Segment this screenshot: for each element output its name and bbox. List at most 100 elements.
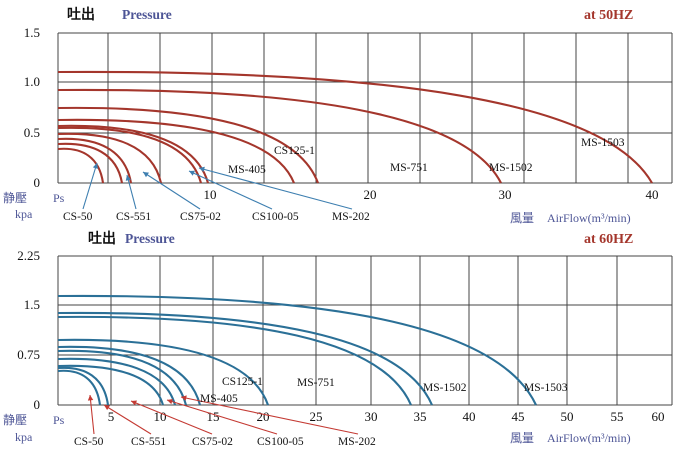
- curve-ms-1502: [57, 88, 502, 184]
- x-tick-label: 15: [207, 409, 220, 424]
- title-pressure: Pressure: [125, 231, 175, 246]
- curve-ms-1502: [57, 311, 433, 406]
- y-tick-label: 0.5: [24, 125, 40, 140]
- curve-label-cs100-05: CS100-05: [257, 436, 304, 448]
- x-tick-label: 55: [611, 409, 624, 424]
- pointer-arrowhead: [143, 172, 149, 178]
- curve-label-cs-551: CS-551: [131, 436, 166, 448]
- y-axis-label-cjk: 静壓: [3, 413, 27, 427]
- curve-label-cs125-1: CS125-1: [222, 376, 263, 388]
- curve-label-ms-202: MS-202: [332, 211, 370, 223]
- curve-label-ms-405: MS-405: [200, 393, 238, 405]
- chart-panel-50hz: 0 0.5 1.0 1.5 10 20 30 40 吐出 Pressure at 50HZ 静壓 Ps k…: [3, 6, 673, 225]
- chart-panel-60hz: 0 0.75 1.5 2.25 5 10 15 20 25 30 35 40 45 50 55 60 吐出 Pre…: [3, 230, 673, 448]
- pointer-line-ms-202: [198, 167, 353, 210]
- title-cjk: 吐出: [67, 6, 95, 23]
- curve-cs-551: [57, 369, 102, 406]
- pointer-line-cs75-02: [142, 171, 201, 210]
- pointer-arrowhead: [92, 163, 99, 169]
- x-tick-label: 5: [108, 409, 115, 424]
- x-tick-label: 10: [204, 187, 217, 202]
- x-axis-label-airflow: AirFlow(m³/min): [547, 211, 631, 225]
- curve-label-cs75-02: CS75-02: [192, 436, 233, 448]
- curve-ms-751: [57, 315, 412, 406]
- y-tick-label: 1.5: [24, 25, 40, 40]
- curve-cs-50: [57, 147, 105, 184]
- curve-label-ms-1503: MS-1503: [581, 137, 625, 149]
- curve-label-ms-751: MS-751: [390, 162, 428, 174]
- x-tick-label: 20: [257, 409, 270, 424]
- curve-cs100-05: [57, 132, 163, 184]
- x-tick-label: 30: [365, 409, 378, 424]
- pointer-arrowhead: [199, 166, 205, 173]
- y-axis-label-ps: Ps: [53, 413, 65, 427]
- curve-cs75-02: [57, 364, 165, 406]
- curve-label-cs-50: CS-50: [74, 436, 104, 448]
- x-tick-label: 35: [414, 409, 427, 424]
- curve-label-cs125-1: CS125-1: [274, 145, 315, 157]
- pointer-line-cs-551: [103, 404, 152, 435]
- y-axis-unit: kpa: [15, 207, 33, 221]
- x-tick-label: 50: [561, 409, 574, 424]
- curve-label-cs75-02: CS75-02: [180, 211, 221, 223]
- curve-ms-1503: [57, 294, 537, 406]
- pointer-line-cs-50: [82, 162, 98, 210]
- pointer-line-cs-551: [126, 174, 137, 210]
- x-tick-label: 40: [646, 187, 659, 202]
- curve-cs-551: [57, 142, 124, 184]
- pointer-arrowhead: [131, 400, 137, 406]
- frequency-label: at 50HZ: [584, 8, 633, 23]
- pointer-arrowhead: [125, 175, 132, 181]
- curve-label-cs-50: CS-50: [63, 211, 93, 223]
- curve-ms-1503: [57, 70, 653, 184]
- y-tick-label: 0: [34, 175, 41, 190]
- x-tick-label: 40: [463, 409, 476, 424]
- curve-ms-202: [57, 349, 188, 406]
- curve-cs125-1: [57, 118, 295, 184]
- frequency-label: at 60HZ: [584, 232, 633, 247]
- curve-cs75-02: [57, 137, 133, 184]
- pointer-arrowhead: [181, 395, 187, 401]
- curve-label-ms-751: MS-751: [297, 377, 335, 389]
- curve-label-ms-1502: MS-1502: [423, 382, 467, 394]
- x-tick-label: 20: [364, 187, 377, 202]
- pointer-line-cs100-05: [188, 170, 273, 210]
- pointer-arrowhead: [87, 395, 94, 401]
- x-axis-label-airflow: AirFlow(m³/min): [547, 431, 631, 445]
- x-axis-label-cjk: 風量: [510, 211, 534, 225]
- y-axis-label-cjk: 静壓: [3, 191, 27, 205]
- title-cjk: 吐出: [88, 230, 116, 247]
- y-tick-label: 0: [34, 397, 41, 412]
- curve-label-ms-1502: MS-1502: [489, 162, 533, 174]
- pointer-arrowhead: [167, 398, 173, 405]
- y-tick-label: 1.0: [24, 74, 40, 89]
- curve-label-ms-405: MS-405: [228, 164, 266, 176]
- pointer-line-ms-202: [180, 396, 359, 435]
- curve-label-cs-551: CS-551: [116, 211, 151, 223]
- y-tick-label: 0.75: [17, 347, 40, 362]
- y-axis-label-ps: Ps: [53, 191, 65, 205]
- curve-ms-751: [57, 106, 319, 184]
- curve-cs-50: [57, 366, 110, 406]
- pointer-line-cs75-02: [130, 400, 213, 435]
- curve-cs100-05: [57, 357, 177, 406]
- curve-label-ms-1503: MS-1503: [524, 382, 568, 394]
- y-tick-label: 2.25: [17, 248, 40, 263]
- x-axis-label-cjk: 風量: [510, 431, 534, 445]
- x-tick-label: 45: [512, 409, 525, 424]
- pointer-line-cs-50: [89, 394, 95, 435]
- pointer-arrowhead: [189, 170, 195, 176]
- x-tick-label: 25: [310, 409, 323, 424]
- y-tick-label: 1.5: [24, 297, 40, 312]
- curve-label-ms-202: MS-202: [338, 436, 376, 448]
- x-tick-label: 10: [154, 409, 167, 424]
- curve-cs125-1: [57, 338, 269, 406]
- curve-label-cs100-05: CS100-05: [252, 211, 299, 223]
- y-axis-unit: kpa: [15, 430, 33, 444]
- curve-ms-202: [57, 126, 203, 184]
- curve-ms-405: [57, 345, 202, 406]
- pointer-arrowhead: [104, 405, 110, 411]
- x-tick-label: 30: [499, 187, 512, 202]
- pointer-line-cs100-05: [166, 399, 278, 435]
